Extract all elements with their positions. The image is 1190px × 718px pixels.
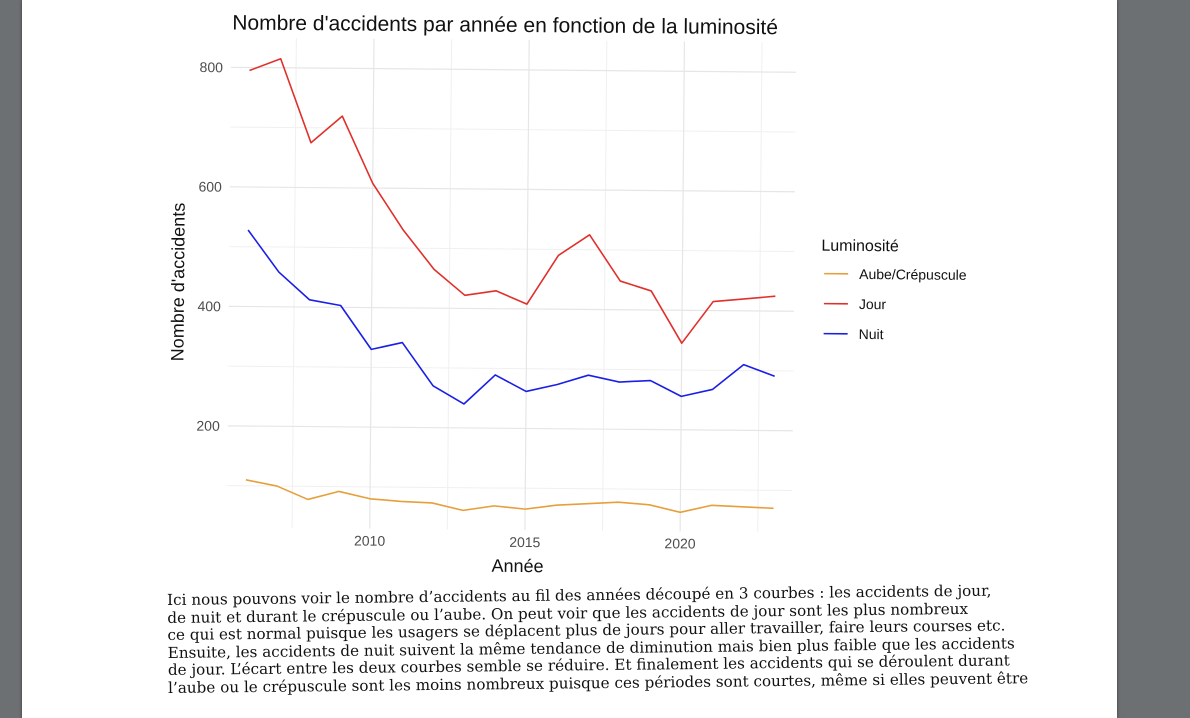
legend: Luminosité Aube/Crépuscule Jour Nuit bbox=[821, 238, 967, 343]
chart-title: Nombre d'accidents par année en fonction… bbox=[232, 11, 778, 39]
grid-line-major bbox=[227, 425, 793, 432]
x-axis-title: Année bbox=[491, 556, 543, 576]
series-lines bbox=[245, 57, 776, 514]
x-tick-label: 2010 bbox=[354, 533, 385, 549]
grid-line-minor bbox=[228, 365, 794, 372]
legend-label: Aube/Crépuscule bbox=[859, 266, 967, 283]
grid-line-minor bbox=[446, 39, 453, 530]
grid-line-major bbox=[524, 40, 530, 531]
grid-line-major bbox=[679, 41, 686, 532]
grid-line-minor bbox=[602, 40, 608, 531]
grid-line-minor bbox=[227, 485, 793, 492]
legend-items: Aube/Crépuscule Jour Nuit bbox=[823, 266, 967, 342]
series-line bbox=[245, 479, 774, 514]
series-line bbox=[247, 229, 775, 405]
grid-line-minor bbox=[757, 42, 763, 533]
document-page[interactable]: Nombre d'accidents par année en fonction… bbox=[22, 0, 1117, 718]
grid-line-major bbox=[228, 305, 794, 312]
legend-title: Luminosité bbox=[821, 238, 899, 256]
legend-label: Jour bbox=[859, 296, 887, 312]
viewer-right-margin bbox=[1117, 0, 1190, 718]
grid-line-minor bbox=[229, 246, 795, 253]
grid-line-major bbox=[230, 66, 796, 73]
chart-svg: Nombre d'accidents par année en fonction… bbox=[167, 11, 967, 576]
y-tick-label: 800 bbox=[200, 59, 224, 75]
grid-line-major bbox=[369, 38, 375, 529]
x-axis-ticks: 2010 2015 2020 bbox=[354, 533, 696, 552]
y-tick-label: 400 bbox=[197, 298, 221, 314]
grid-line-major bbox=[229, 186, 795, 193]
y-axis-title: Nombre d'accidents bbox=[167, 203, 188, 362]
x-tick-label: 2015 bbox=[509, 534, 540, 550]
x-tick-label: 2020 bbox=[664, 535, 695, 551]
grid-minor bbox=[227, 38, 796, 533]
line-chart: Nombre d'accidents par année en fonction… bbox=[22, 0, 1117, 595]
grid-major bbox=[227, 38, 796, 532]
grid-line-minor bbox=[291, 38, 297, 529]
series-line bbox=[249, 57, 776, 344]
y-axis-ticks: 200 400 600 800 bbox=[196, 59, 223, 434]
grid-line-minor bbox=[230, 126, 796, 133]
y-tick-label: 200 bbox=[196, 418, 220, 434]
legend-label: Nuit bbox=[859, 326, 884, 342]
y-tick-label: 600 bbox=[198, 179, 222, 195]
body-paragraph: Ici nous pouvons voir le nombre d’accide… bbox=[167, 582, 1028, 697]
